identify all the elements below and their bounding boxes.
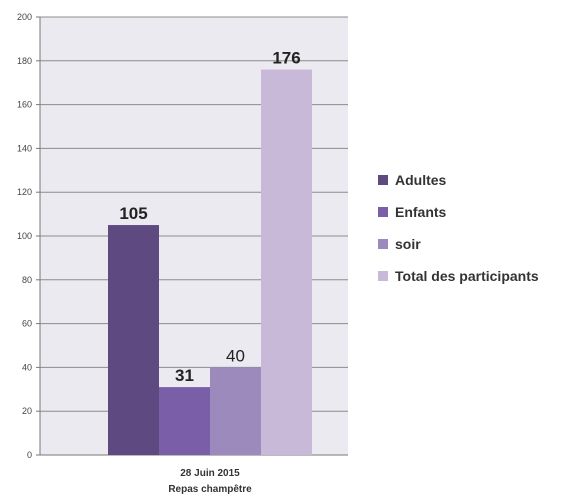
legend-swatch-total-des-participants [378,271,388,281]
y-tick-label: 60 [22,319,32,329]
data-label-enfants: 31 [175,366,194,385]
legend-label-total-des-participants: Total des participants [395,268,539,284]
bar-enfants [159,387,210,455]
bar-soir [210,367,261,455]
bar-adultes [108,225,159,455]
legend-label-soir: soir [395,236,421,252]
data-label-adultes: 105 [119,204,147,223]
legend-label-adultes: Adultes [395,172,447,188]
data-labels: 105 31 40 176 [119,49,300,386]
y-tick-label: 180 [17,56,32,66]
y-tick-label: 20 [22,406,32,416]
y-tick-label: 100 [17,231,32,241]
y-tick-label: 0 [27,450,32,460]
y-tick-label: 80 [22,275,32,285]
legend-swatch-enfants [378,207,388,217]
data-label-total-des-participants: 176 [272,49,300,68]
category-label: Repas champêtre [168,484,252,495]
bar-total-des-participants [261,69,312,455]
category-labels: 28 Juin 2015 Repas champêtre [168,468,252,495]
y-tick-label: 140 [17,143,32,153]
y-tick-label: 40 [22,362,32,372]
bars [108,69,312,455]
y-tick-label: 200 [17,12,32,22]
category-label: 28 Juin 2015 [180,468,240,479]
legend: Adultes Enfants soir Total des participants [378,172,539,284]
data-label-soir: 40 [226,346,245,365]
y-tick-label: 120 [17,187,32,197]
legend-swatch-adultes [378,175,388,185]
legend-label-enfants: Enfants [395,204,447,220]
legend-swatch-soir [378,239,388,249]
y-tick-label: 160 [17,100,32,110]
